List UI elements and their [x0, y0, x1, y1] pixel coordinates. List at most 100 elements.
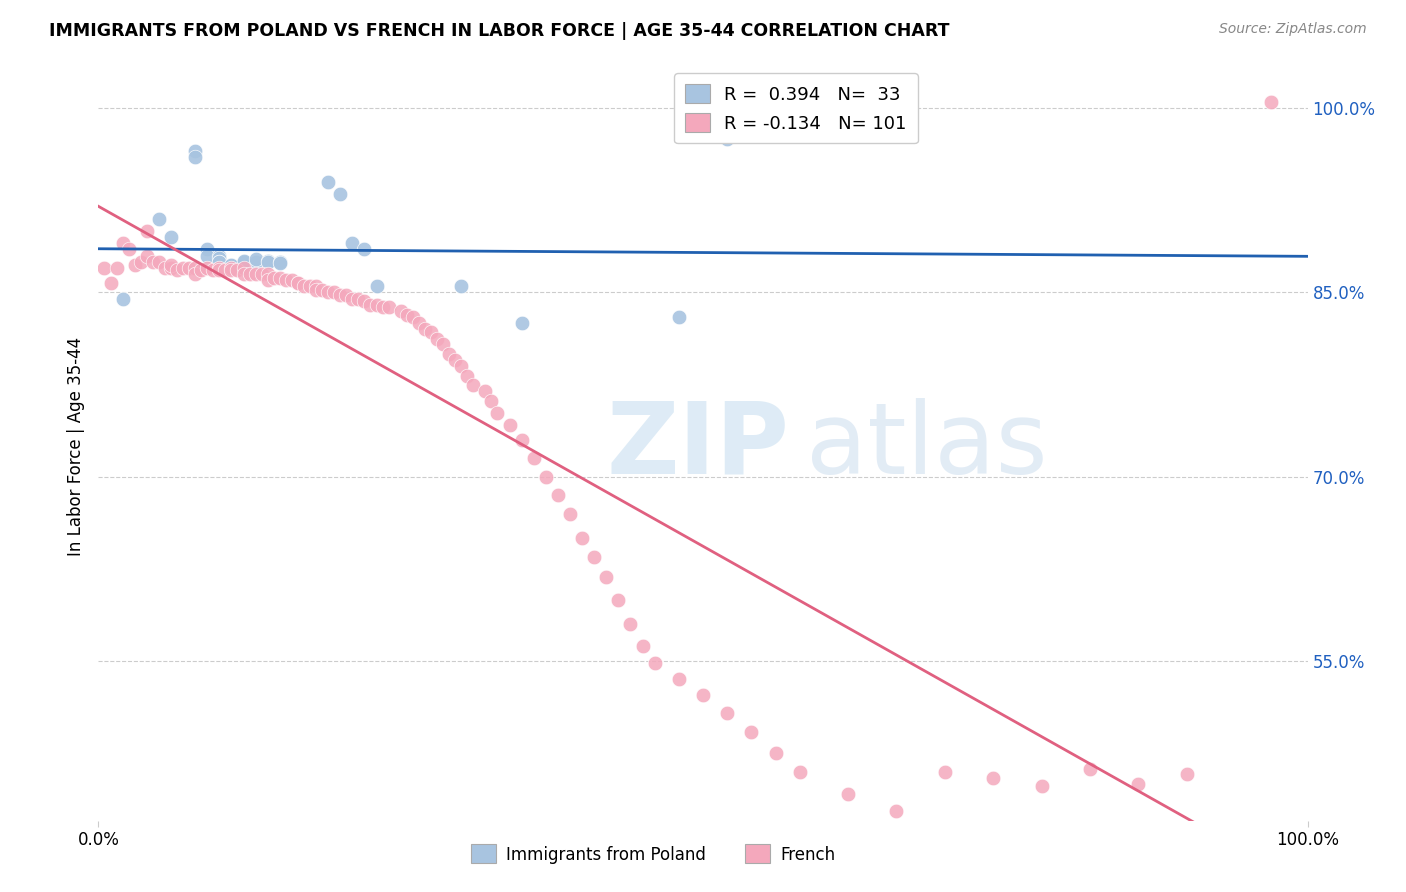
Point	[269, 270, 291, 285]
Point	[124, 259, 146, 273]
Point	[245, 267, 267, 281]
Point	[668, 310, 690, 324]
Text: ZIP: ZIP	[606, 398, 789, 494]
Point	[208, 254, 231, 268]
Point	[1078, 762, 1101, 776]
Point	[371, 300, 394, 314]
Point	[292, 279, 315, 293]
Point	[360, 298, 382, 312]
Point	[184, 260, 207, 275]
Point	[1031, 779, 1053, 793]
Point	[135, 249, 157, 263]
Point	[256, 253, 278, 268]
Point	[100, 276, 122, 290]
Point	[837, 787, 859, 801]
Point	[450, 359, 472, 373]
Text: Source: ZipAtlas.com: Source: ZipAtlas.com	[1219, 22, 1367, 37]
Point	[342, 236, 364, 251]
Point	[195, 243, 218, 257]
Point	[190, 263, 212, 277]
Point	[353, 294, 375, 309]
Point	[353, 243, 375, 257]
Point	[129, 254, 152, 268]
Point	[1128, 777, 1150, 791]
Point	[765, 746, 787, 760]
Point	[389, 304, 412, 318]
Point	[413, 322, 436, 336]
Point	[269, 256, 291, 270]
Point	[342, 292, 364, 306]
Point	[208, 254, 231, 268]
Point	[221, 260, 243, 275]
Point	[426, 332, 449, 346]
Point	[329, 288, 352, 302]
Point	[583, 549, 606, 564]
Point	[226, 263, 249, 277]
Point	[311, 283, 333, 297]
Point	[474, 384, 496, 398]
Point	[148, 211, 170, 226]
Point	[184, 145, 207, 159]
Point	[195, 249, 218, 263]
Point	[444, 353, 467, 368]
Point	[329, 187, 352, 202]
Point	[716, 706, 738, 720]
Point	[184, 267, 207, 281]
Point	[263, 270, 285, 285]
Text: French: French	[780, 846, 835, 863]
Point	[239, 267, 262, 281]
Point	[232, 259, 254, 273]
Point	[105, 260, 128, 275]
Point	[740, 725, 762, 739]
Text: Immigrants from Poland: Immigrants from Poland	[506, 846, 706, 863]
Point	[716, 132, 738, 146]
Text: IMMIGRANTS FROM POLAND VS FRENCH IN LABOR FORCE | AGE 35-44 CORRELATION CHART: IMMIGRANTS FROM POLAND VS FRENCH IN LABO…	[49, 22, 949, 40]
Point	[269, 254, 291, 268]
Point	[245, 254, 267, 268]
Point	[245, 252, 267, 267]
Point	[607, 592, 630, 607]
Point	[232, 254, 254, 268]
Point	[366, 279, 388, 293]
Point	[644, 657, 666, 671]
FancyBboxPatch shape	[471, 844, 496, 863]
Point	[232, 260, 254, 275]
Point	[142, 254, 165, 268]
Point	[323, 285, 346, 300]
Point	[437, 347, 460, 361]
Point	[221, 259, 243, 273]
Point	[111, 292, 134, 306]
Point	[1175, 767, 1198, 781]
Point	[534, 469, 557, 483]
Point	[305, 279, 328, 293]
Point	[450, 279, 472, 293]
Point	[668, 673, 690, 687]
Point	[486, 406, 509, 420]
Point	[111, 236, 134, 251]
Point	[886, 804, 908, 818]
Point	[256, 254, 278, 268]
Point	[214, 263, 236, 277]
Point	[299, 279, 322, 293]
Point	[221, 263, 243, 277]
Point	[402, 310, 425, 324]
Point	[166, 263, 188, 277]
Point	[395, 308, 418, 322]
Point	[547, 488, 569, 502]
Point	[335, 288, 357, 302]
Point	[221, 259, 243, 273]
Point	[250, 267, 273, 281]
Point	[420, 325, 443, 339]
Point	[366, 298, 388, 312]
Point	[208, 263, 231, 277]
Point	[160, 230, 183, 244]
Point	[631, 639, 654, 653]
Point	[172, 260, 194, 275]
Point	[287, 276, 309, 290]
Point	[221, 260, 243, 275]
Legend: R =  0.394   N=  33, R = -0.134   N= 101: R = 0.394 N= 33, R = -0.134 N= 101	[673, 73, 918, 144]
Point	[160, 260, 183, 275]
Point	[789, 764, 811, 779]
Point	[281, 273, 304, 287]
Text: atlas: atlas	[806, 398, 1047, 494]
